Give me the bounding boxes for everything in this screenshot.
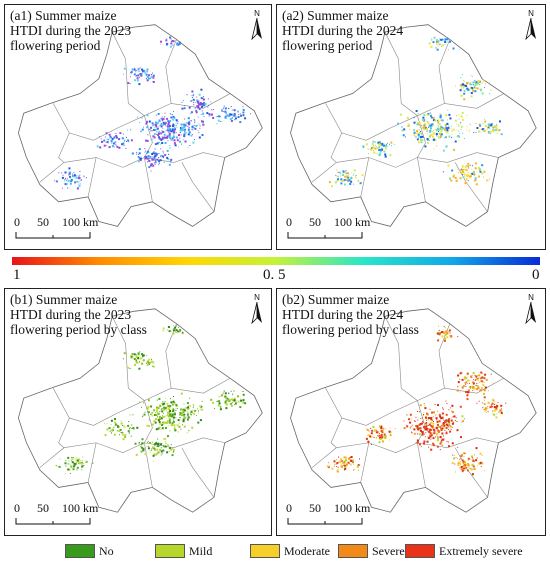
legend-swatch [155, 544, 185, 558]
city-boundary [330, 132, 343, 163]
city-boundary [417, 378, 504, 401]
north-arrow-icon: N [249, 293, 265, 327]
map-b1 [17, 308, 263, 513]
city-boundary [111, 316, 129, 389]
north-arrow-icon: N [523, 9, 539, 43]
city-boundary [384, 31, 402, 104]
city-boundary [52, 103, 145, 141]
province-outline [17, 308, 263, 513]
color-bar-mid-label: 0. 5 [263, 267, 286, 283]
legend-swatch [405, 544, 435, 558]
map-a1 [17, 24, 263, 227]
city-boundary [417, 93, 504, 116]
city-boundary [181, 162, 215, 212]
city-boundary [87, 157, 97, 197]
city-boundary [128, 103, 153, 202]
city-boundary [144, 93, 231, 116]
legend-item-severe: Severe [338, 543, 405, 559]
maize-pixels [54, 36, 251, 190]
legend-swatch [65, 544, 95, 558]
map-a2 [290, 24, 537, 227]
panel-title-b1: (b1) Summer maize HTDI during the 2023 f… [10, 292, 147, 337]
city-boundary [325, 388, 418, 426]
north-arrow-icon: N [249, 9, 265, 43]
city-boundary [39, 437, 225, 468]
city-boundary [360, 157, 370, 197]
panel-title-a2: (a2) Summer maize HTDI during the 2024 f… [282, 8, 404, 53]
city-boundary [39, 152, 225, 183]
panel-b2: (b2) Summer maize HTDI during the 2024 f… [276, 288, 546, 536]
province-outline [290, 24, 537, 227]
map-b2 [290, 308, 537, 513]
panel-a1: (a1) Summer maize HTDI during the 2023 f… [4, 4, 272, 250]
city-boundary [360, 442, 370, 483]
city-boundary [330, 417, 343, 448]
city-boundary [311, 437, 499, 468]
legend-swatch [338, 544, 368, 558]
scale-bar-b2: 0 50 100 km [284, 501, 404, 527]
scale-bar-a2: 0 50 100 km [284, 215, 404, 241]
city-boundary [144, 378, 231, 401]
maize-pixels [326, 325, 507, 476]
city-boundary [58, 132, 70, 163]
city-boundary [384, 316, 402, 389]
color-bar-min-label: 1 [13, 267, 21, 283]
city-boundary [58, 417, 70, 448]
city-boundary [438, 39, 451, 104]
panel-b1: (b1) Summer maize HTDI during the 2023 f… [4, 288, 272, 536]
north-arrow-icon: N [523, 293, 539, 327]
legend-item-no: No [65, 543, 114, 559]
legend: No Mild Moderate Severe Extremely severe [0, 540, 550, 562]
legend-item-moderate: Moderate [250, 543, 330, 559]
scale-bar-b1: 0 50 100 km [12, 501, 132, 527]
maize-pixels [328, 36, 503, 188]
legend-item-mild: Mild [155, 543, 212, 559]
city-boundary [165, 39, 177, 104]
city-boundary [311, 152, 499, 183]
city-boundary [52, 388, 145, 426]
color-ramp [12, 257, 540, 265]
panel-title-b2: (b2) Summer maize HTDI during the 2024 f… [282, 292, 419, 337]
panel-title-a1: (a1) Summer maize HTDI during the 2023 f… [10, 8, 132, 53]
city-boundary [128, 387, 153, 488]
city-boundary [401, 103, 426, 202]
color-bar: 1 0. 5 0 [0, 250, 550, 284]
color-bar-max-label: 0 [532, 267, 540, 283]
city-boundary [325, 103, 418, 141]
legend-item-extremely-severe: Extremely severe [405, 543, 523, 559]
city-boundary [87, 442, 97, 483]
legend-swatch [250, 544, 280, 558]
city-boundary [181, 447, 215, 498]
city-boundary [111, 31, 129, 104]
panel-a2: (a2) Summer maize HTDI during the 2024 f… [276, 4, 546, 250]
maize-pixels [55, 325, 247, 475]
scale-bar-a1: 0 50 100 km [12, 215, 132, 241]
province-outline [17, 24, 263, 227]
